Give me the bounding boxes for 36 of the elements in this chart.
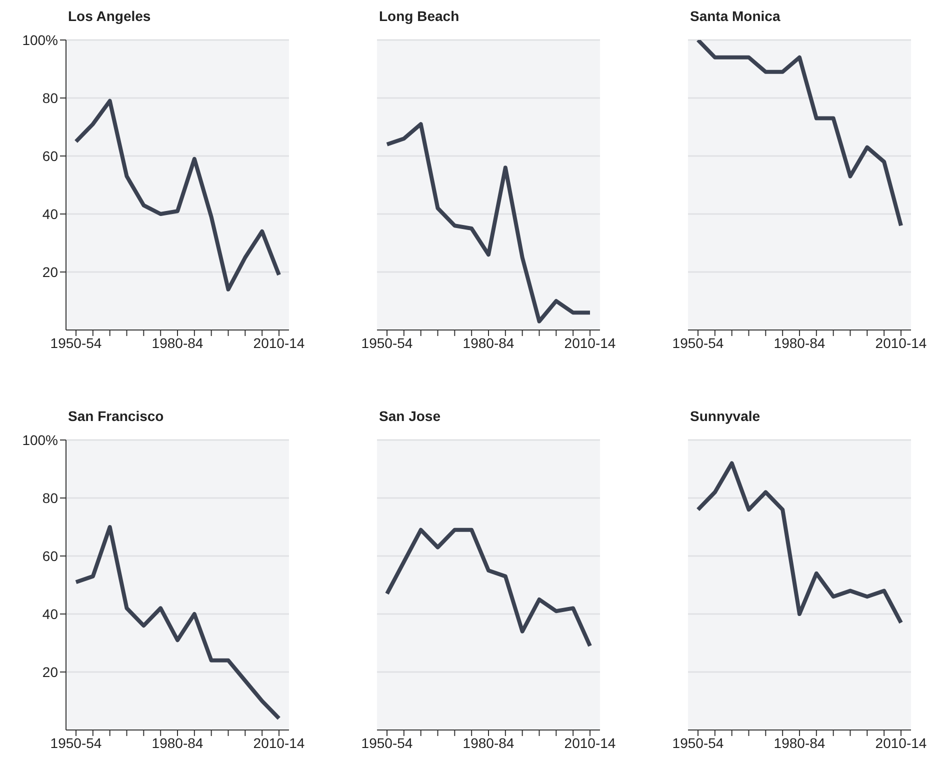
- y-tick-label: 80: [42, 90, 58, 106]
- y-tick-label: 20: [42, 664, 58, 680]
- x-tick-label: 1950-54: [50, 334, 102, 351]
- x-tick-label: 1980-84: [152, 734, 204, 751]
- y-tick-label: 60: [42, 148, 58, 164]
- x-tick-label: 2010-14: [564, 734, 616, 751]
- chart-title: Santa Monica: [689, 8, 782, 26]
- x-tick-label: 1950-54: [361, 734, 413, 751]
- line-series: [74, 98, 281, 292]
- y-tick-label: 40: [42, 206, 58, 222]
- x-tick-label: 1950-54: [50, 734, 102, 751]
- x-tick-label: 1980-84: [462, 334, 514, 351]
- x-tick-label: 2010-14: [253, 734, 305, 751]
- x-tick-label: 2010-14: [564, 334, 616, 351]
- line-series: [74, 525, 281, 720]
- chart-title: San Francisco: [67, 408, 165, 426]
- y-tick-label: 100%: [22, 32, 58, 48]
- x-tick-label: 1950-54: [361, 334, 413, 351]
- y-tick-label: 80: [42, 490, 58, 506]
- chart-title: Sunnyvale: [689, 408, 762, 426]
- chart-title: Los Angeles: [67, 8, 152, 26]
- x-tick-label: 1980-84: [462, 734, 514, 751]
- y-tick-label: 100%: [22, 432, 58, 448]
- chart-title: Long Beach: [378, 8, 460, 26]
- x-tick-label: 1980-84: [152, 334, 204, 351]
- x-tick-label: 2010-14: [253, 334, 305, 351]
- x-tick-label: 1980-84: [774, 334, 826, 351]
- x-tick-label: 1980-84: [774, 734, 826, 751]
- x-tick-label: 1950-54: [672, 734, 724, 751]
- y-tick-label: 60: [42, 548, 58, 564]
- x-tick-label: 2010-14: [875, 334, 927, 351]
- x-tick-label: 2010-14: [875, 734, 927, 751]
- x-tick-label: 1950-54: [672, 334, 724, 351]
- y-tick-label: 20: [42, 264, 58, 280]
- y-tick-label: 40: [42, 606, 58, 622]
- chart-title: San Jose: [378, 408, 442, 426]
